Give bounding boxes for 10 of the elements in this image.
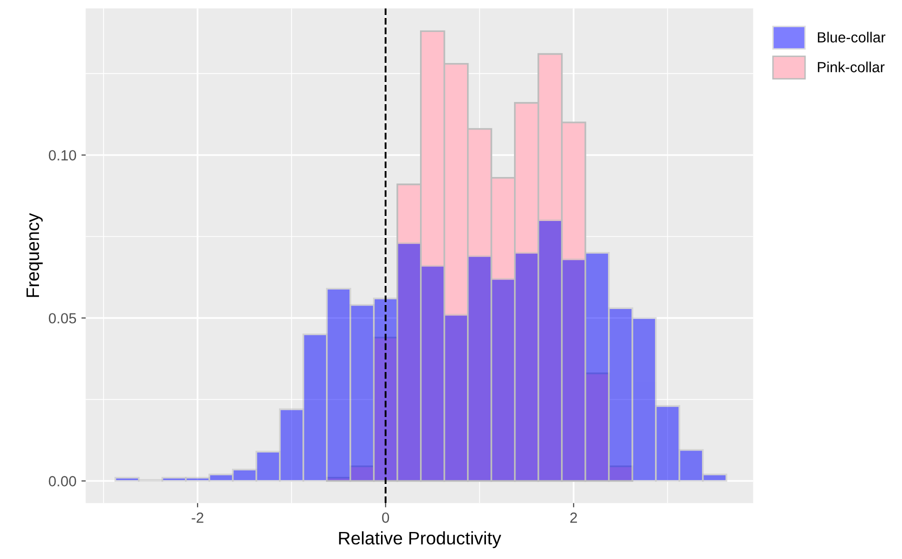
x-axis-title: Relative Productivity	[339, 531, 502, 548]
y-tick-label: 0.00	[48, 476, 76, 486]
y-tick-label: 0.10	[48, 150, 76, 160]
x-tick-label: 2	[570, 512, 577, 523]
legend-label: Blue-collar	[818, 32, 886, 42]
x-tick-label: 0	[382, 512, 390, 523]
legend-label: Pink-collar	[818, 62, 885, 72]
y-tick-label: 0.05	[48, 313, 76, 324]
y-axis-title: Frequency	[26, 213, 43, 297]
x-tick-label: -2	[192, 512, 204, 523]
